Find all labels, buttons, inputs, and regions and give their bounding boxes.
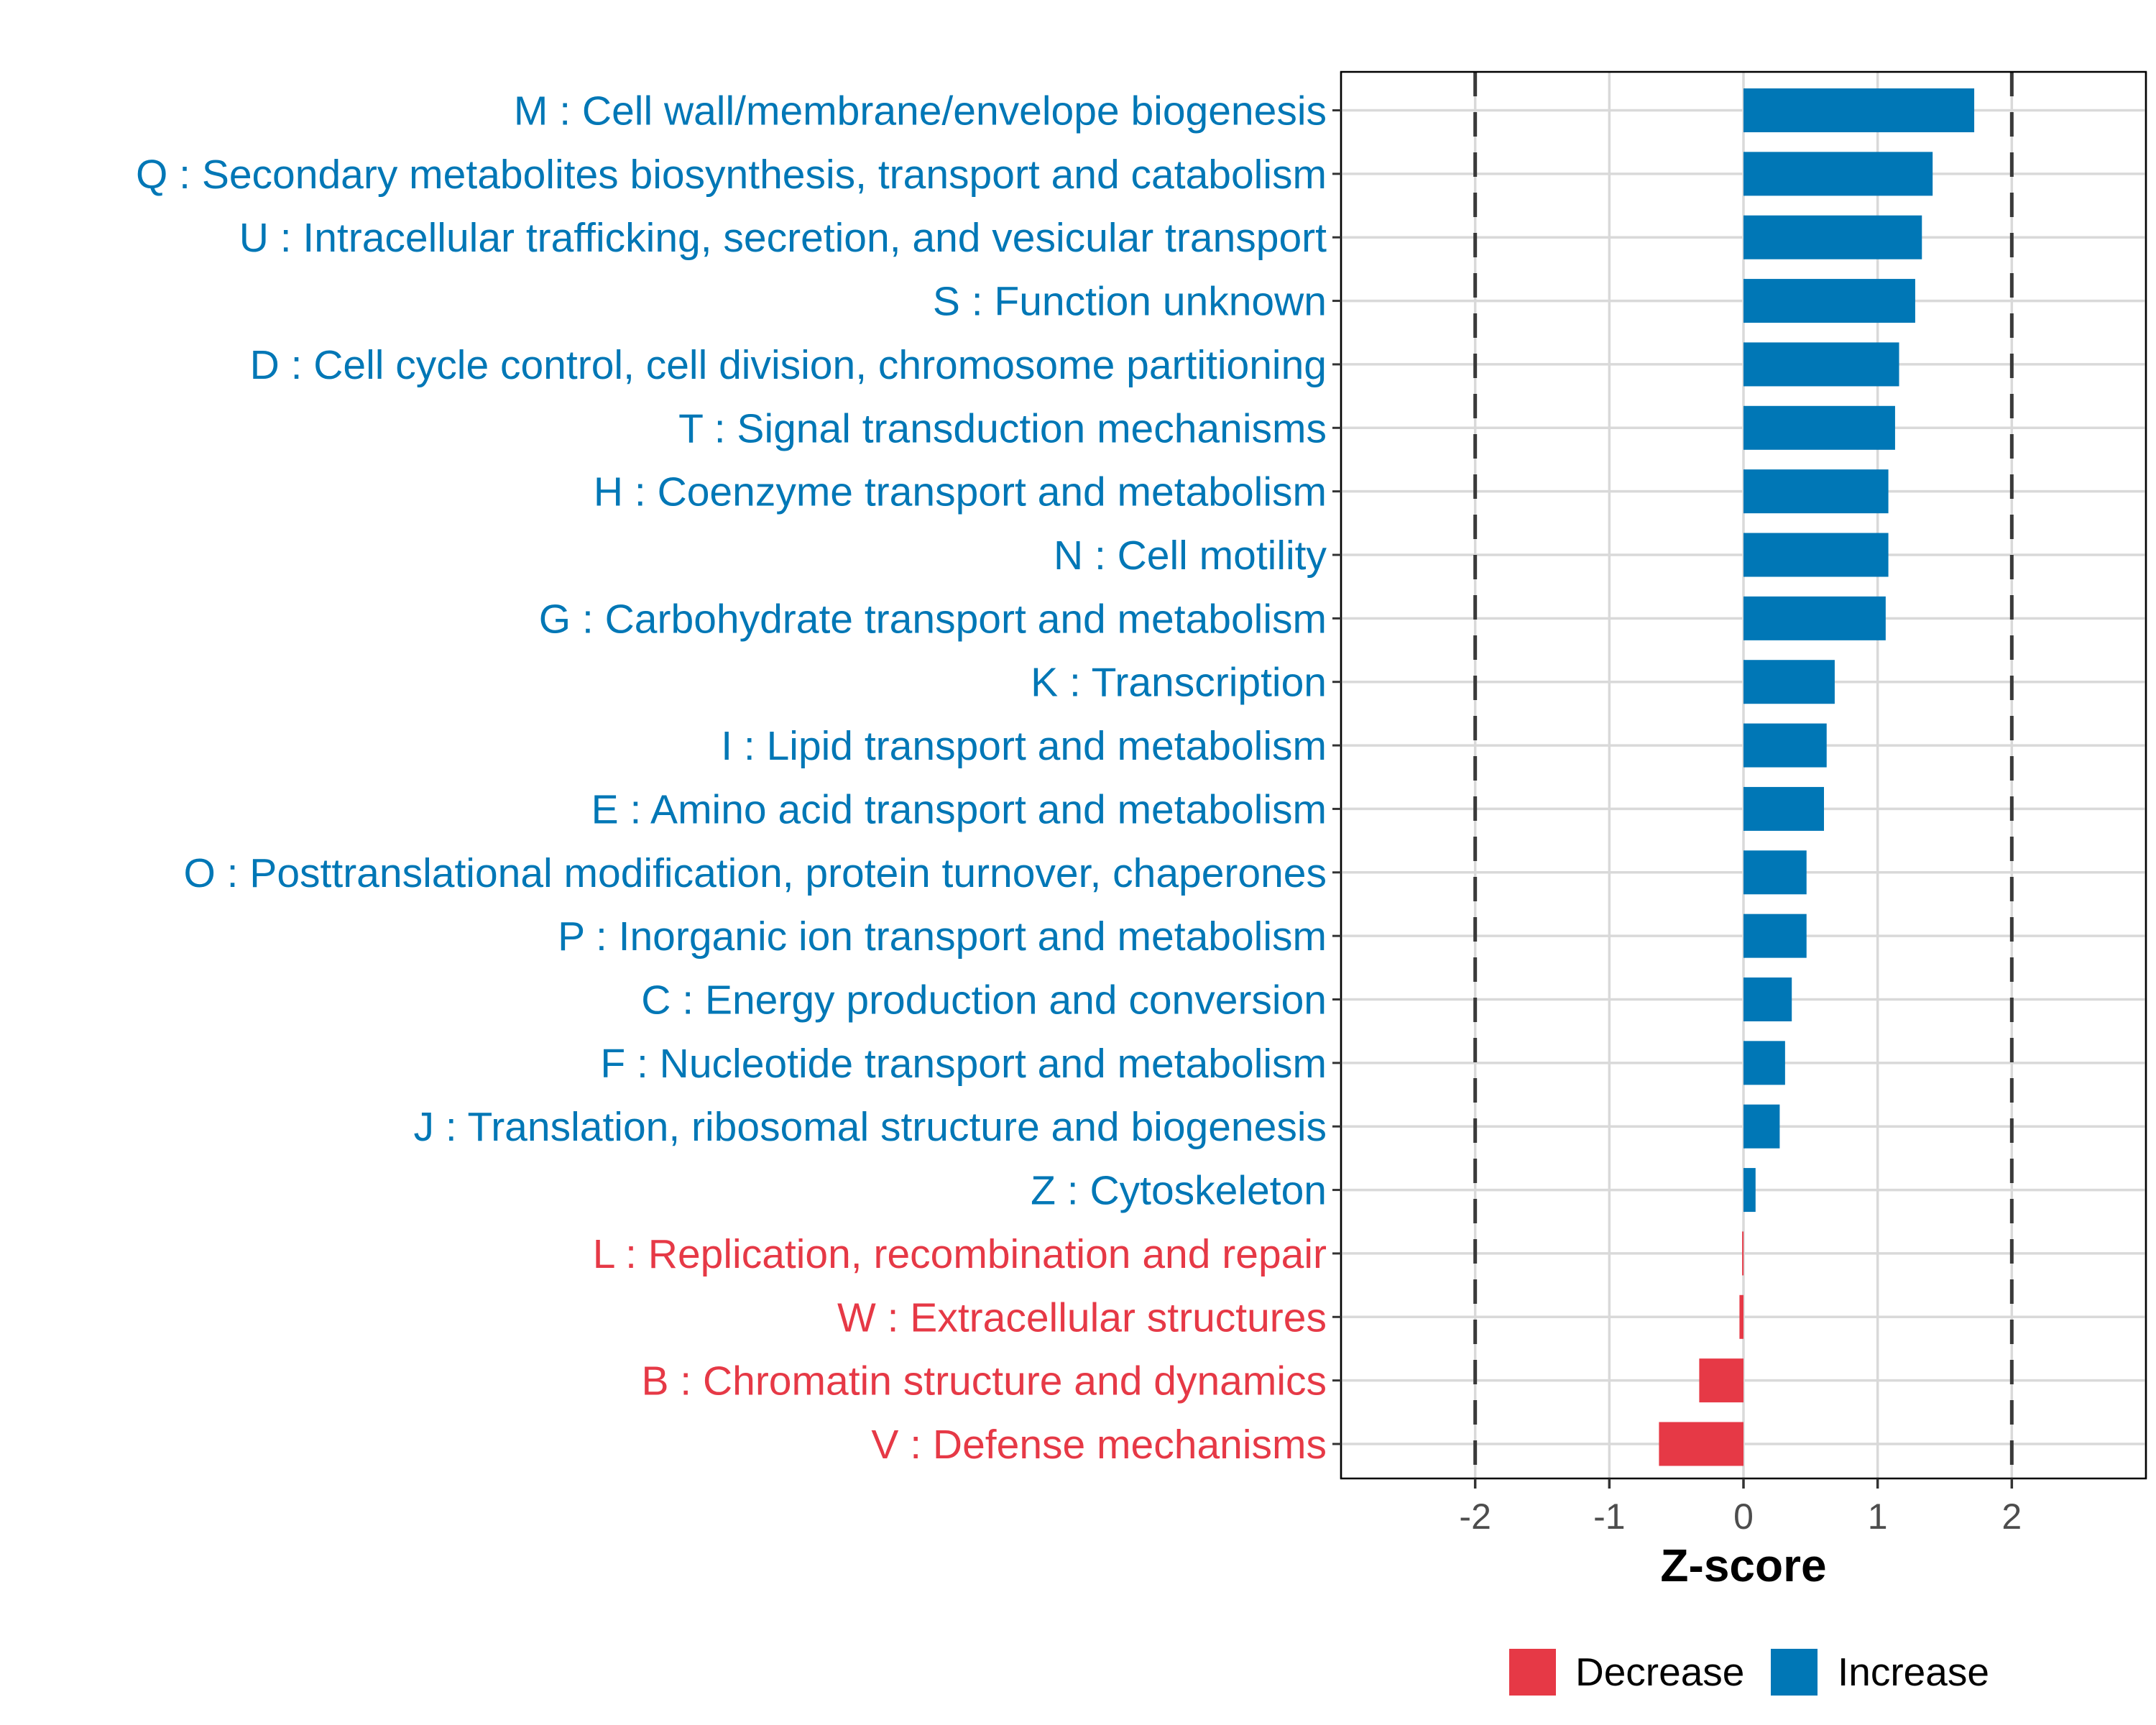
category-label: O : Posttranslational modification, prot… bbox=[183, 850, 1327, 896]
bar-t bbox=[1743, 405, 1895, 450]
bar-h bbox=[1743, 469, 1889, 514]
x-tick-label: 0 bbox=[1733, 1496, 1754, 1537]
bar-v bbox=[1659, 1422, 1743, 1466]
legend-swatch-increase bbox=[1771, 1649, 1818, 1696]
legend-swatch-decrease bbox=[1509, 1649, 1556, 1696]
category-label: L : Replication, recombination and repai… bbox=[593, 1231, 1327, 1277]
category-label: Q : Secondary metabolites biosynthesis, … bbox=[136, 152, 1327, 198]
category-label: W : Extracellular structures bbox=[837, 1294, 1327, 1340]
bar-w bbox=[1739, 1294, 1743, 1339]
category-label: Z : Cytoskeleton bbox=[1031, 1168, 1327, 1214]
legend: Decrease Increase bbox=[1509, 1649, 1989, 1696]
category-label: G : Carbohydrate transport and metabolis… bbox=[539, 596, 1327, 642]
reference-lines bbox=[1473, 72, 2014, 1478]
bar-d bbox=[1743, 342, 1899, 387]
category-label: P : Inorganic ion transport and metaboli… bbox=[558, 914, 1327, 960]
bar-p bbox=[1743, 914, 1807, 958]
legend-label-decrease: Decrease bbox=[1575, 1650, 1744, 1694]
x-tick-label: 2 bbox=[2001, 1496, 2022, 1537]
bars bbox=[1659, 88, 1975, 1466]
bar-z bbox=[1743, 1168, 1756, 1213]
bar-u bbox=[1743, 215, 1922, 259]
bar-n bbox=[1743, 533, 1889, 577]
category-label: S : Function unknown bbox=[933, 279, 1327, 325]
category-label: J : Translation, ribosomal structure and… bbox=[414, 1104, 1327, 1150]
category-label: K : Transcription bbox=[1031, 660, 1327, 706]
category-label: N : Cell motility bbox=[1054, 533, 1327, 579]
category-label: M : Cell wall/membrane/envelope biogenes… bbox=[514, 88, 1327, 134]
category-label: B : Chromatin structure and dynamics bbox=[641, 1358, 1327, 1404]
category-labels: M : Cell wall/membrane/envelope biogenes… bbox=[136, 88, 1341, 1468]
bar-l bbox=[1742, 1231, 1744, 1276]
bar-k bbox=[1743, 660, 1835, 704]
bar-j bbox=[1743, 1104, 1780, 1149]
category-label: H : Coenzyme transport and metabolism bbox=[594, 469, 1327, 515]
bar-f bbox=[1743, 1041, 1785, 1085]
category-label: C : Energy production and conversion bbox=[641, 978, 1327, 1024]
x-tick-label: -1 bbox=[1593, 1496, 1625, 1537]
bar-e bbox=[1743, 786, 1824, 831]
x-axis-title: Z-score bbox=[1660, 1540, 1826, 1591]
bar-b bbox=[1699, 1358, 1743, 1403]
bar-g bbox=[1743, 596, 1886, 640]
x-tick-label: -2 bbox=[1459, 1496, 1491, 1537]
bar-c bbox=[1743, 978, 1792, 1021]
bar-o bbox=[1743, 850, 1807, 895]
bar-m bbox=[1743, 88, 1975, 132]
category-label: E : Amino acid transport and metabolism bbox=[591, 786, 1327, 832]
category-label: U : Intracellular trafficking, secretion… bbox=[239, 215, 1327, 261]
x-tick-label: 1 bbox=[1868, 1496, 1888, 1537]
category-label: F : Nucleotide transport and metabolism bbox=[600, 1041, 1327, 1087]
category-label: D : Cell cycle control, cell division, c… bbox=[250, 342, 1327, 388]
legend-label-increase: Increase bbox=[1838, 1650, 1989, 1694]
bar-q bbox=[1743, 152, 1933, 196]
category-label: T : Signal transduction mechanisms bbox=[678, 405, 1327, 451]
x-axis-ticks: -2 -1 0 1 2 bbox=[1459, 1478, 2022, 1537]
category-label: I : Lipid transport and metabolism bbox=[721, 723, 1327, 769]
category-label: V : Defense mechanisms bbox=[871, 1422, 1327, 1468]
bar-s bbox=[1743, 279, 1915, 323]
bar-i bbox=[1743, 723, 1827, 768]
